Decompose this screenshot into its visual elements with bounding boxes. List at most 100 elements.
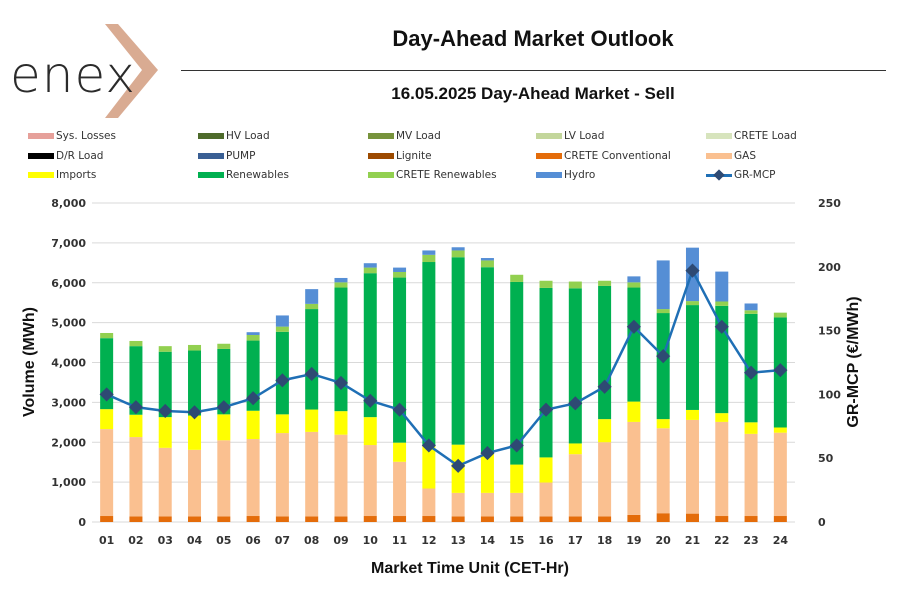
bar-segment-crete-conventional <box>451 516 465 522</box>
bar-segment-crete-conventional <box>393 516 407 522</box>
bar-segment-renewables <box>363 273 377 418</box>
bar-segment-hydro <box>275 315 289 327</box>
legend-swatch <box>368 133 394 139</box>
bar-segment-imports <box>744 422 758 434</box>
bar-segment-crete-conventional <box>305 516 319 522</box>
legend-label: CRETE Conventional <box>564 150 671 162</box>
x-tick-label: 23 <box>743 534 758 547</box>
x-tick-label: 24 <box>773 534 789 547</box>
y-axis-title: Volume (MWh) <box>21 307 38 417</box>
bar-segment-crete-conventional <box>158 516 172 522</box>
bar-segment-imports <box>568 443 582 455</box>
bar-stack-03 <box>158 346 172 522</box>
legend-swatch <box>536 172 562 178</box>
bar-segment-renewables <box>305 309 319 410</box>
bar-segment-hydro <box>334 277 348 283</box>
logo-chevron-icon <box>105 24 158 118</box>
bar-segment-imports <box>480 453 494 493</box>
legend-swatch <box>28 153 54 159</box>
gr-mcp-point <box>451 458 466 473</box>
y-tick-label: 3,000 <box>51 396 86 409</box>
gr-mcp-point <box>304 366 319 382</box>
legend-item-sys-losses: Sys. Losses <box>28 129 116 143</box>
bar-stack-13 <box>451 247 465 522</box>
bar-stack-12 <box>422 250 436 522</box>
x-tick-label: 01 <box>99 534 114 547</box>
bar-segment-crete-renewables <box>656 309 670 314</box>
y-tick-label: 4,000 <box>51 357 86 370</box>
bar-stack-07 <box>275 315 289 522</box>
x-tick-label: 16 <box>538 534 554 547</box>
legend-item-d-r-load: D/R Load <box>28 149 103 163</box>
y-tick-label: 0 <box>78 516 86 529</box>
bar-segment-imports <box>305 409 319 432</box>
bar-segment-crete-renewables <box>598 280 612 286</box>
enex-logo: enex <box>10 22 165 122</box>
bar-segment-crete-conventional <box>568 516 582 522</box>
legend-label: MV Load <box>396 130 441 142</box>
bar-stack-02 <box>129 340 143 522</box>
gr-mcp-point <box>187 405 202 420</box>
bar-segment-crete-renewables <box>715 301 729 306</box>
legend-swatch <box>368 172 394 178</box>
bar-segment-renewables <box>334 287 348 412</box>
legend-label: LV Load <box>564 130 605 142</box>
bar-segment-gas <box>217 440 231 517</box>
bar-segment-crete-conventional <box>217 516 231 522</box>
legend-item-gr-mcp: GR-MCP <box>706 168 776 182</box>
legend-label: CRETE Load <box>734 130 797 142</box>
logo-text: enex <box>10 46 136 104</box>
x-tick-label: 22 <box>714 534 729 547</box>
bar-segment-renewables <box>627 287 641 402</box>
bar-stack-22 <box>715 271 729 522</box>
legend-swatch <box>536 153 562 159</box>
bar-segment-imports <box>656 419 670 429</box>
bar-segment-crete-conventional <box>129 516 143 522</box>
legend-item-lignite: Lignite <box>368 149 432 163</box>
bar-segment-renewables <box>480 267 494 454</box>
y2-tick-label: 50 <box>818 452 834 465</box>
x-tick-label: 19 <box>626 534 641 547</box>
bar-segment-gas <box>158 447 172 517</box>
bar-segment-crete-renewables <box>393 271 407 278</box>
bar-segment-gas <box>715 421 729 517</box>
bar-segment-crete-conventional <box>656 513 670 522</box>
x-tick-label: 21 <box>685 534 700 547</box>
bar-stack-09 <box>334 277 348 522</box>
bar-segment-hydro <box>744 303 758 311</box>
right-axis-ticks: 0 50 100 150 200 250 <box>818 197 841 529</box>
bar-segment-renewables <box>656 313 670 420</box>
legend-swatch <box>368 153 394 159</box>
bar-segment-imports <box>598 419 612 443</box>
bars <box>100 247 787 522</box>
bar-segment-crete-renewables <box>480 260 494 268</box>
bar-segment-crete-renewables <box>685 301 699 306</box>
bar-segment-gas <box>275 433 289 517</box>
legend-label: Sys. Losses <box>56 130 116 142</box>
bar-stack-15 <box>510 274 524 522</box>
legend-label: GR-MCP <box>734 169 776 181</box>
bar-segment-crete-conventional <box>363 516 377 522</box>
bar-segment-hydro <box>627 276 641 283</box>
bar-segment-hydro <box>422 250 436 255</box>
gr-mcp-point <box>773 363 788 378</box>
page-title: Day-Ahead Market Outlook <box>392 26 674 51</box>
bar-segment-hydro <box>246 332 260 335</box>
bar-segment-renewables <box>158 351 172 418</box>
bar-segment-gas <box>510 492 524 517</box>
x-tick-label: 15 <box>509 534 524 547</box>
bar-segment-crete-renewables <box>188 344 202 351</box>
bar-segment-renewables <box>246 340 260 411</box>
y2-tick-label: 0 <box>818 516 826 529</box>
bar-segment-imports <box>685 409 699 420</box>
legend-item-lv-load: LV Load <box>536 129 604 143</box>
bar-segment-gas <box>129 437 143 517</box>
gr-mcp-point <box>333 375 349 390</box>
legend-swatch <box>706 133 732 139</box>
bar-segment-imports <box>217 414 231 441</box>
bar-segment-gas <box>246 439 260 517</box>
bar-segment-crete-renewables <box>217 343 231 349</box>
bar-stack-08 <box>305 289 319 522</box>
bar-segment-crete-conventional <box>246 516 260 522</box>
left-axis-ticks: 0 1,000 2,000 3,000 4,000 5,000 6,000 7,000 8,00… <box>51 197 86 529</box>
